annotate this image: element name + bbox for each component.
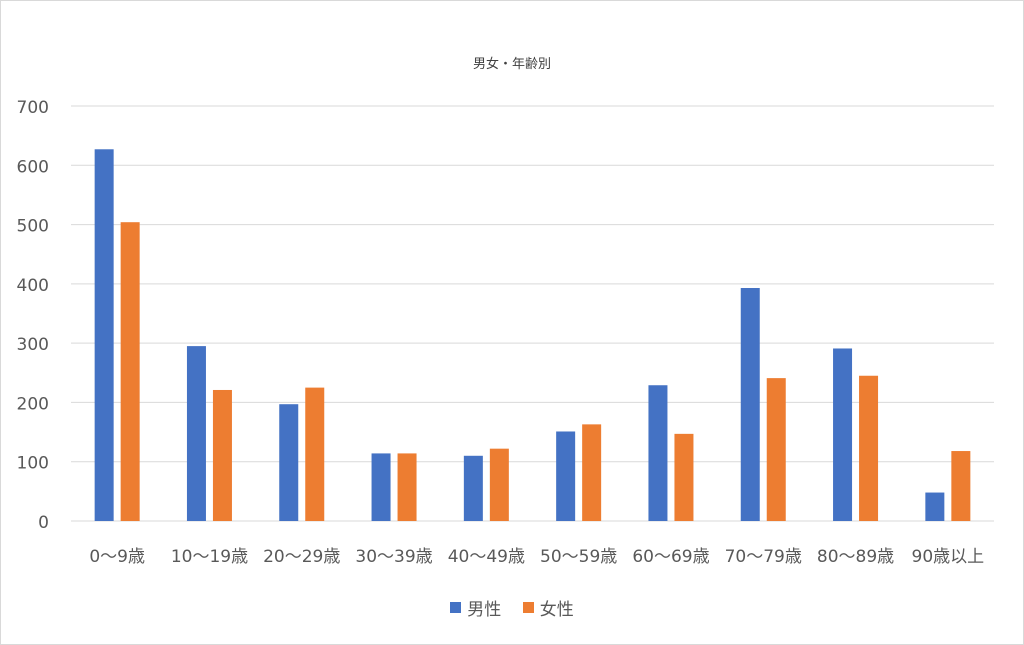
bar-female (305, 387, 325, 521)
bar-male (925, 492, 945, 521)
y-tick-label: 0 (38, 513, 49, 533)
bar-male (279, 404, 299, 521)
x-tick-label: 90歳以上 (912, 547, 985, 567)
bar-male (371, 453, 391, 521)
legend-item-female: 女性 (522, 595, 574, 620)
bar-male (556, 431, 576, 521)
y-tick-label: 300 (17, 335, 49, 355)
legend: 男性 女性 (1, 595, 1023, 620)
bar-female (951, 451, 971, 521)
y-tick-label: 600 (17, 157, 49, 177)
bar-female (766, 378, 786, 521)
legend-swatch-male (450, 602, 462, 613)
y-tick-label: 400 (17, 276, 49, 296)
bar-female (582, 424, 602, 521)
legend-swatch-female (522, 602, 534, 613)
bar-male (94, 149, 114, 521)
bar-male (740, 288, 760, 521)
legend-label-female: 女性 (539, 600, 574, 620)
x-tick-label: 60〜69歳 (632, 547, 709, 567)
bar-female (120, 222, 140, 521)
bar-female (397, 453, 417, 521)
x-tick-label: 50〜59歳 (540, 547, 617, 567)
x-tick-label: 80〜89歳 (817, 547, 894, 567)
chart-title: 男女・年齢別 (472, 57, 551, 72)
x-tick-label: 70〜79歳 (725, 547, 802, 567)
bar-female (212, 389, 232, 521)
y-tick-label: 500 (17, 217, 49, 237)
legend-item-male: 男性 (450, 595, 501, 620)
bar-female (674, 433, 694, 521)
legend-label-male: 男性 (467, 600, 502, 620)
y-tick-label: 700 (17, 98, 49, 118)
bar-female (859, 375, 879, 521)
bar-male (833, 348, 853, 521)
bar-male (186, 346, 206, 521)
x-tick-label: 30〜39歳 (355, 547, 432, 567)
y-tick-label: 100 (17, 454, 49, 474)
bar-male (463, 455, 483, 521)
x-tick-label: 20〜29歳 (263, 547, 340, 567)
x-tick-label: 10〜19歳 (171, 547, 248, 567)
x-tick-label: 0〜9歳 (89, 547, 145, 567)
y-tick-label: 200 (17, 394, 49, 414)
bar-male (648, 385, 668, 521)
bar-female (489, 448, 509, 521)
x-tick-label: 40〜49歳 (448, 547, 525, 567)
